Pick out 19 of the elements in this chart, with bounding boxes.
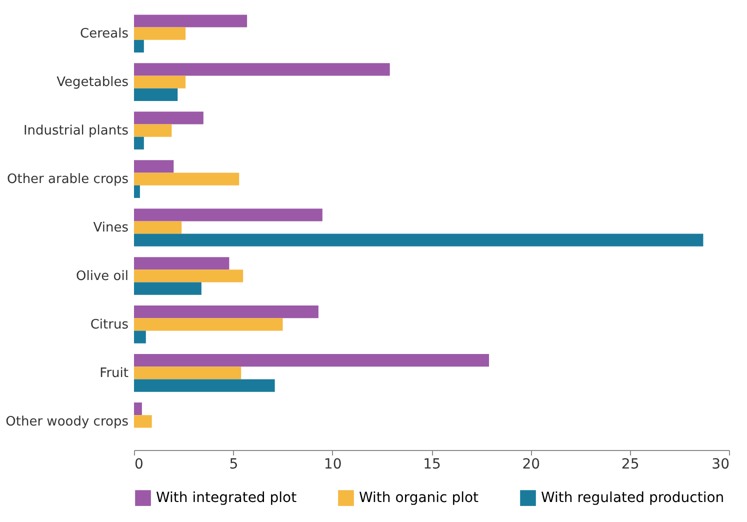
legend-label: With integrated plot xyxy=(156,490,298,506)
y-tick-label: Industrial plants xyxy=(23,124,129,139)
x-tick-label: 0 xyxy=(134,456,144,472)
x-tick-label: 30 xyxy=(712,456,730,472)
y-tick-label: Citrus xyxy=(90,317,129,332)
x-tick-label: 10 xyxy=(324,456,342,472)
x-tick-label: 5 xyxy=(229,456,238,472)
y-tick-label: Other arable crops xyxy=(6,172,129,188)
y-tick-label: Cereals xyxy=(80,26,129,42)
legend-label: With organic plot xyxy=(359,490,480,506)
y-tick-label: Vegetables xyxy=(56,75,129,90)
y-tick-label: Other woody crops xyxy=(6,414,129,430)
x-tick-label: 15 xyxy=(423,456,441,472)
legend-label: With regulated production xyxy=(541,490,724,506)
y-tick-label: Olive oil xyxy=(76,268,128,284)
x-tick-label: 25 xyxy=(621,456,640,472)
x-tick-label: 20 xyxy=(522,456,540,472)
y-tick-label: Vines xyxy=(93,220,129,236)
y-tick-label: Fruit xyxy=(100,366,128,381)
